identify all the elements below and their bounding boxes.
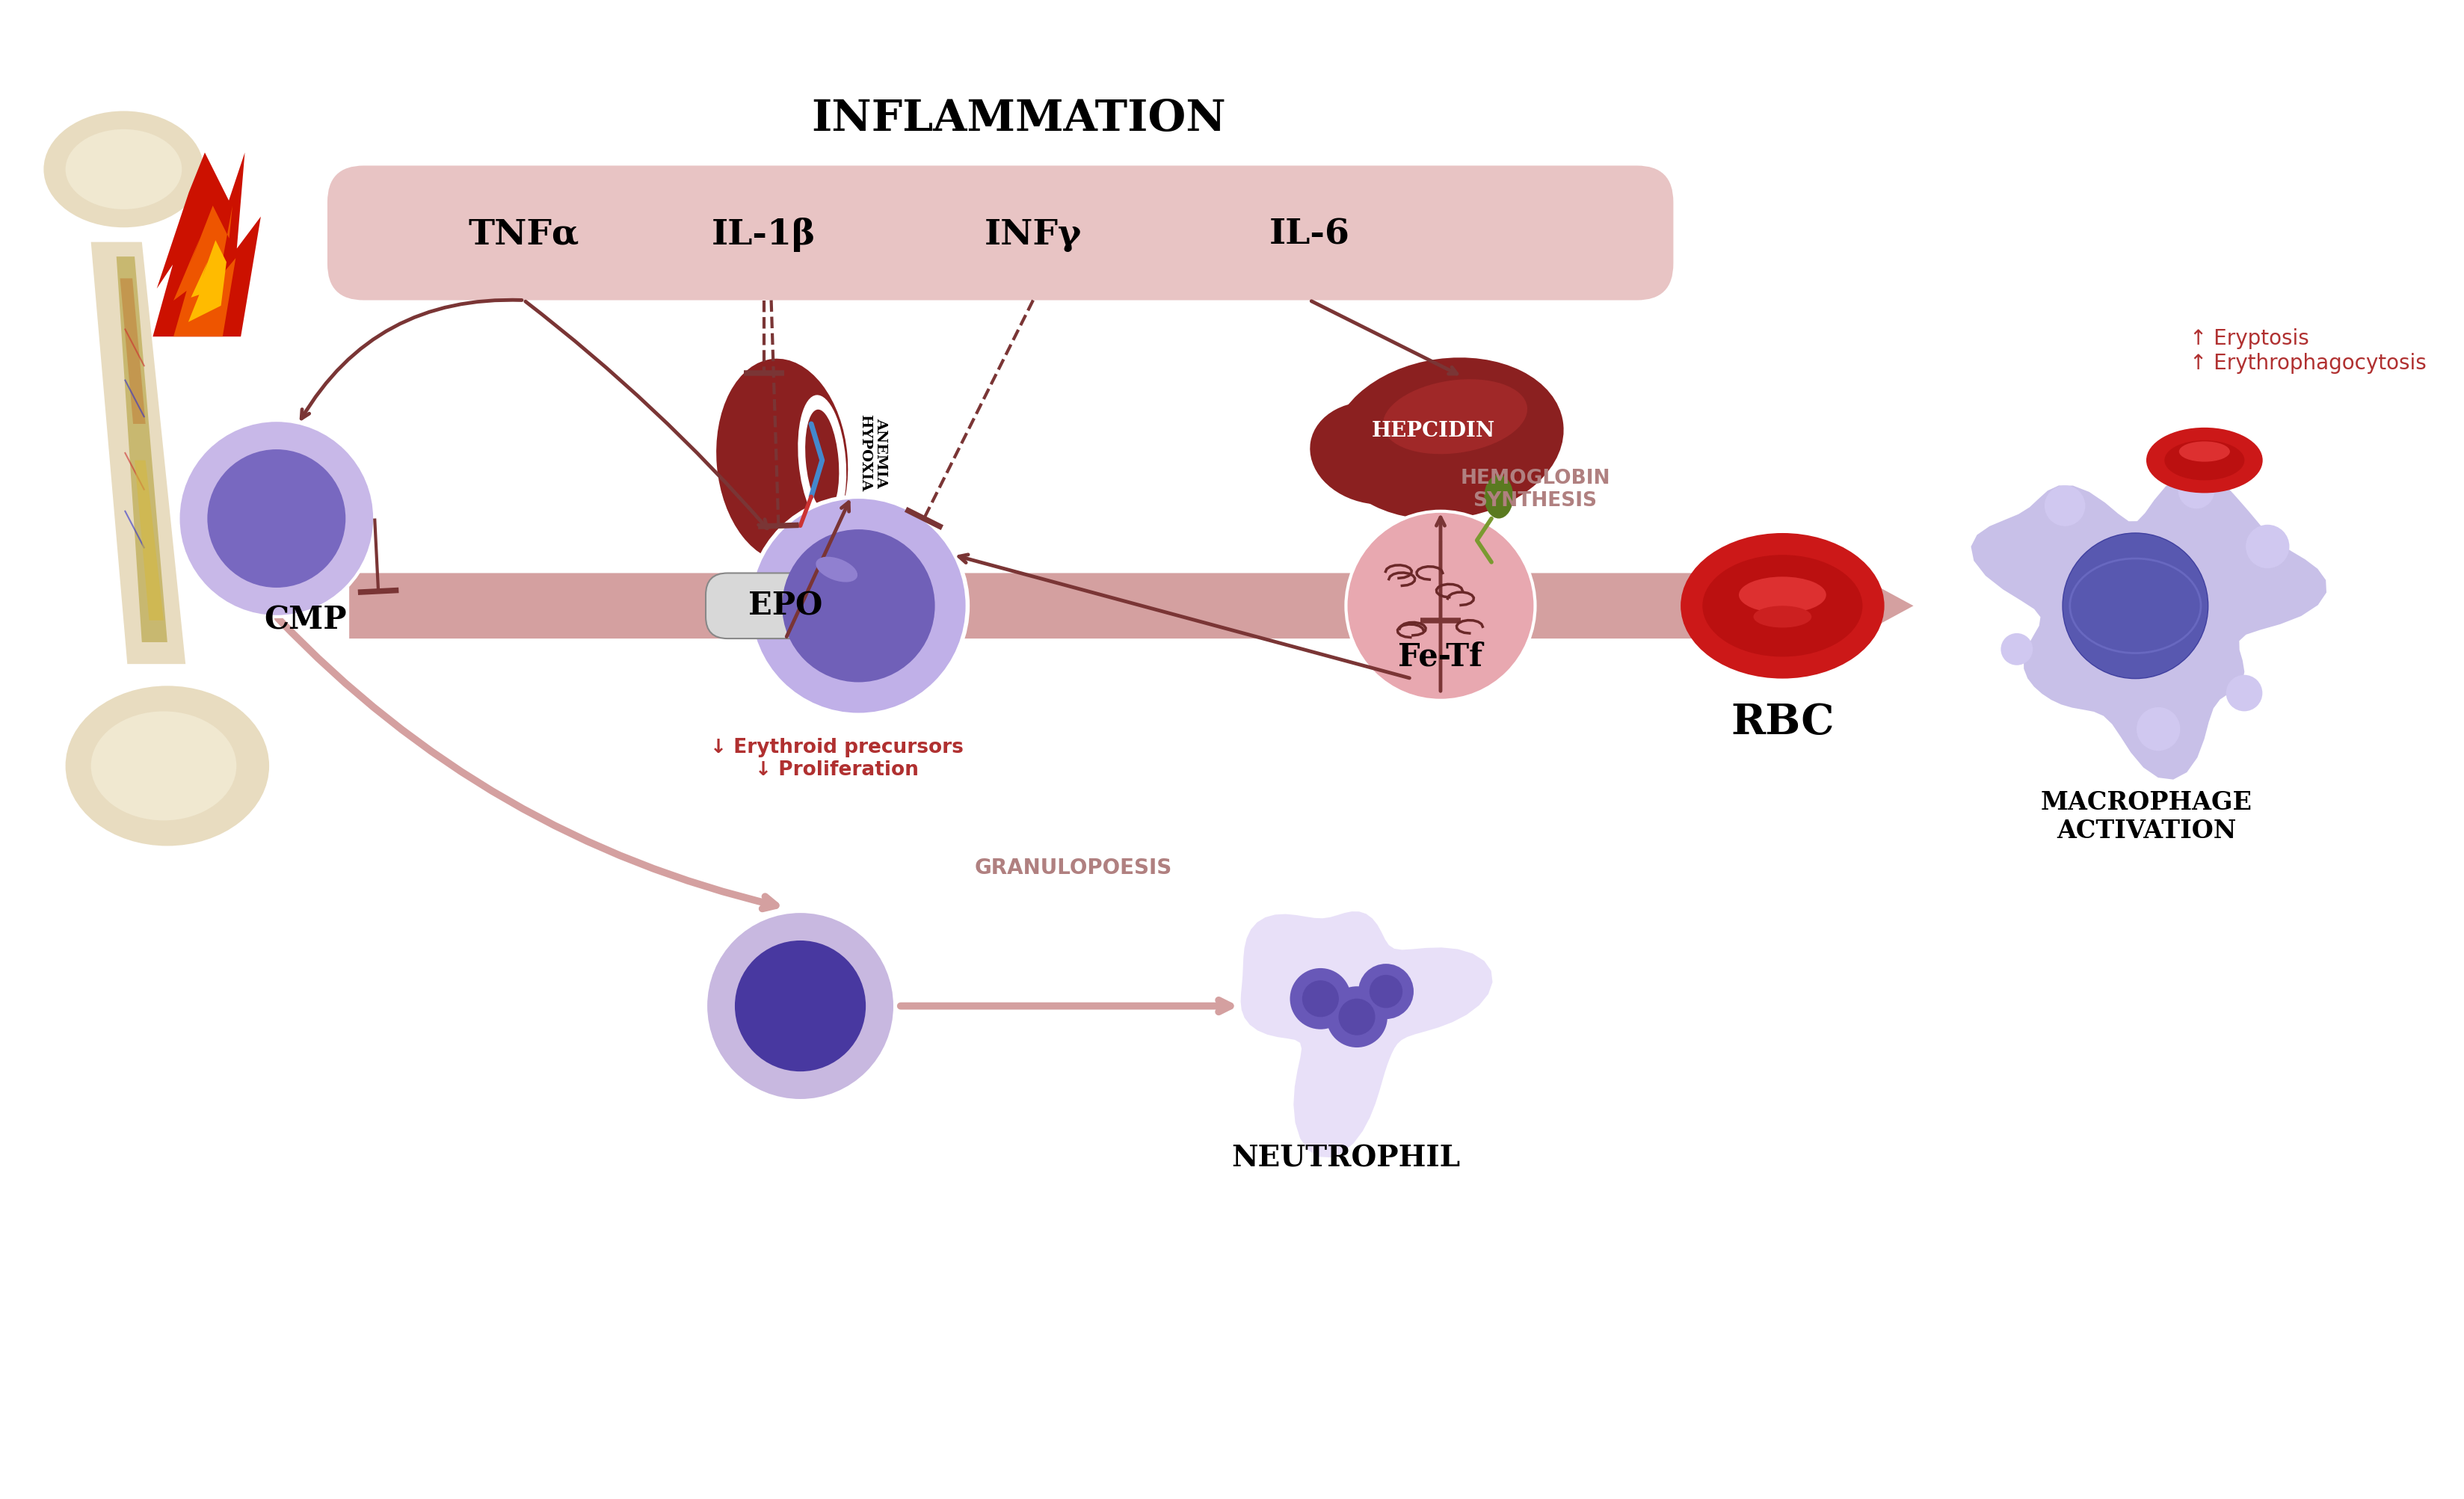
Ellipse shape [2146, 427, 2262, 493]
Ellipse shape [816, 556, 857, 582]
Ellipse shape [1333, 358, 1565, 519]
Polygon shape [187, 240, 227, 322]
Text: Fe-Tf: Fe-Tf [1397, 642, 1483, 673]
Polygon shape [153, 153, 261, 337]
Circle shape [2062, 534, 2208, 679]
Ellipse shape [1754, 606, 1811, 628]
Circle shape [177, 420, 375, 616]
Circle shape [2225, 675, 2262, 711]
Text: EPO: EPO [749, 591, 823, 622]
Text: INFγ: INFγ [986, 217, 1082, 252]
Ellipse shape [1483, 475, 1513, 519]
Text: IL-6: IL-6 [1269, 217, 1350, 252]
Text: ↑ Eryptosis
↑ Erythrophagocytosis: ↑ Eryptosis ↑ Erythrophagocytosis [2190, 328, 2427, 373]
Ellipse shape [2163, 441, 2245, 480]
Circle shape [2045, 486, 2085, 526]
Circle shape [1338, 998, 1375, 1036]
Circle shape [749, 496, 968, 715]
Circle shape [1301, 980, 1338, 1016]
Text: RBC: RBC [1730, 702, 1833, 744]
Text: ↓ Erythroid precursors
↓ Proliferation: ↓ Erythroid precursors ↓ Proliferation [710, 738, 963, 779]
Polygon shape [136, 460, 163, 621]
Ellipse shape [1680, 534, 1885, 679]
Ellipse shape [44, 111, 205, 228]
Polygon shape [116, 256, 168, 642]
Polygon shape [121, 279, 145, 424]
FancyArrow shape [350, 559, 1915, 654]
Text: HEPCIDIN: HEPCIDIN [1372, 421, 1496, 441]
FancyBboxPatch shape [705, 573, 865, 639]
Ellipse shape [806, 409, 840, 511]
Ellipse shape [67, 687, 269, 845]
FancyBboxPatch shape [328, 165, 1673, 300]
Circle shape [1326, 986, 1387, 1048]
Text: ANEMIA
HYPOXIA: ANEMIA HYPOXIA [857, 414, 887, 492]
Circle shape [705, 911, 894, 1100]
Circle shape [781, 529, 934, 682]
Circle shape [1291, 968, 1350, 1030]
Ellipse shape [717, 358, 848, 562]
Ellipse shape [1740, 577, 1826, 613]
Text: HEMOGLOBIN
SYNTHESIS: HEMOGLOBIN SYNTHESIS [1461, 469, 1609, 510]
Circle shape [207, 450, 345, 588]
Text: MACROPHAGE
ACTIVATION: MACROPHAGE ACTIVATION [2040, 790, 2252, 844]
Ellipse shape [91, 712, 237, 820]
Text: IL-1β: IL-1β [712, 217, 816, 252]
Ellipse shape [798, 396, 845, 526]
Circle shape [2136, 708, 2181, 751]
Ellipse shape [1703, 555, 1863, 657]
Circle shape [1358, 964, 1414, 1019]
Ellipse shape [67, 129, 182, 210]
Polygon shape [1239, 910, 1493, 1159]
Circle shape [2178, 472, 2215, 508]
Circle shape [1370, 974, 1402, 1007]
Polygon shape [172, 205, 237, 337]
Ellipse shape [1382, 379, 1528, 454]
Ellipse shape [1311, 402, 1439, 505]
Circle shape [2245, 525, 2289, 568]
Text: TNFα: TNFα [468, 217, 579, 252]
Text: CMP: CMP [264, 604, 347, 636]
Ellipse shape [2178, 441, 2230, 462]
Text: INFLAMMATION: INFLAMMATION [811, 99, 1227, 139]
Circle shape [1345, 511, 1535, 700]
Circle shape [734, 940, 865, 1072]
Text: GRANULOPOESIS: GRANULOPOESIS [973, 857, 1173, 878]
Polygon shape [91, 241, 185, 664]
Polygon shape [1969, 469, 2328, 781]
Circle shape [2001, 633, 2033, 666]
Text: NEUTROPHIL: NEUTROPHIL [1232, 1145, 1461, 1174]
